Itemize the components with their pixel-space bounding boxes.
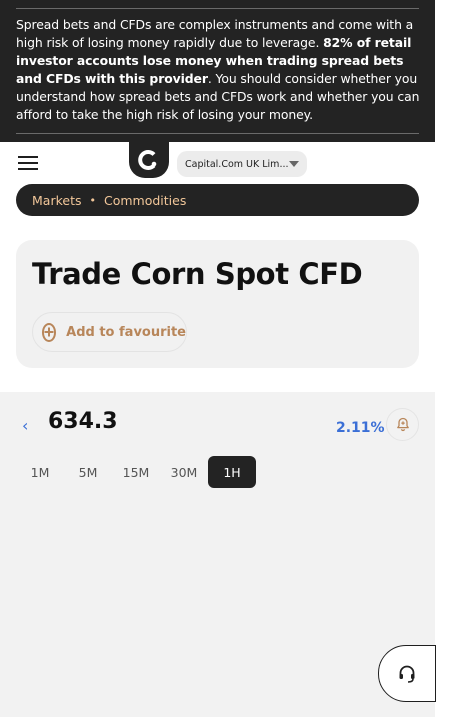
risk-warning-text-bold: 82% of retail investor accounts lose mon… <box>16 35 412 86</box>
banner-divider-bottom <box>16 133 419 134</box>
entity-selector-dropdown[interactable]: Capital.Com UK Lim... <box>177 151 307 177</box>
breadcrumb-item-markets[interactable]: Markets <box>32 192 82 208</box>
timeframe-30m[interactable]: 30M <box>170 464 198 480</box>
timeframe-1m[interactable]: 1M <box>30 464 50 480</box>
page-title: Trade Corn Spot CFD <box>32 257 363 291</box>
support-chat-button[interactable] <box>378 645 436 702</box>
instrument-title-card: Trade Corn Spot CFD Add to favourite <box>16 240 419 368</box>
capital-com-logo-icon <box>138 150 157 170</box>
timeframe-15m[interactable]: 15M <box>122 464 150 480</box>
bell-plus-icon <box>396 417 409 432</box>
breadcrumb-item-commodities[interactable]: Commodities <box>103 192 187 208</box>
chevron-down-icon <box>289 161 299 167</box>
breadcrumb: Markets • Commodities <box>16 184 419 216</box>
headset-icon <box>399 665 415 683</box>
price-row: ‹ 634.3 2.11% <box>0 392 435 452</box>
hamburger-menu-icon[interactable] <box>18 156 38 170</box>
chart-panel: ‹ 634.3 2.11% 1M 5M 15M 30M 1H <box>0 392 435 717</box>
chevron-left-icon[interactable]: ‹ <box>22 416 29 435</box>
banner-divider-top <box>16 8 419 9</box>
timeframe-5m[interactable]: 5M <box>78 464 98 480</box>
current-price: 634.3 <box>48 409 118 434</box>
plus-circle-icon <box>42 322 57 342</box>
add-to-favourite-label: Add to favourite <box>66 324 186 340</box>
add-to-favourite-button[interactable]: Add to favourite <box>32 312 187 352</box>
timeframe-selector: 1M 5M 15M 30M 1H <box>16 456 256 488</box>
price-change-percent: 2.11% <box>336 420 385 436</box>
risk-warning-text: Spread bets and CFDs are complex instrum… <box>16 16 420 124</box>
breadcrumb-separator: • <box>89 193 96 207</box>
risk-warning-text-end: . You should consider whether you unders… <box>16 71 420 122</box>
price-alert-button[interactable] <box>386 408 419 441</box>
risk-warning-text-start: Spread bets and CFDs are complex instrum… <box>16 17 414 50</box>
timeframe-1h[interactable]: 1H <box>208 456 256 488</box>
risk-warning-banner: Spread bets and CFDs are complex instrum… <box>0 0 435 142</box>
entity-selector-label: Capital.Com UK Lim... <box>185 158 289 170</box>
capital-com-logo[interactable] <box>129 142 169 178</box>
top-navigation-bar: Capital.Com UK Lim... <box>0 142 435 184</box>
